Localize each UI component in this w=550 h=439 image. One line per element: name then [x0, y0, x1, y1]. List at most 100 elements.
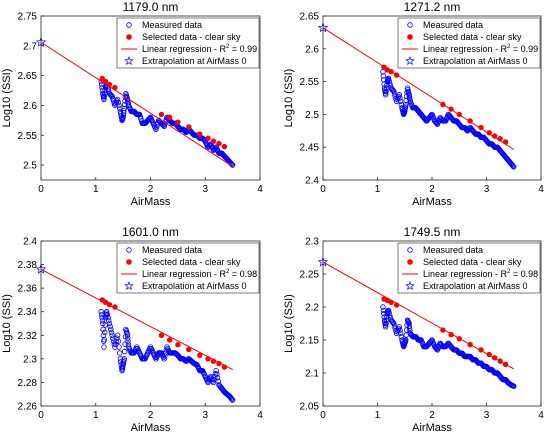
x-tick-label: 2	[148, 184, 154, 195]
legend-label: Extrapolation at AirMass 0	[423, 56, 528, 66]
measured-point	[107, 91, 113, 97]
legend-box	[116, 17, 260, 69]
legend-label-main: Linear regression - R	[142, 44, 227, 54]
x-tick-label: 4	[257, 184, 263, 195]
extrapolation-star	[317, 256, 329, 267]
y-tick-label: 2.25	[300, 270, 320, 281]
measured-point	[416, 109, 422, 115]
legend-label: Linear regression - R2 = 0.98	[142, 269, 257, 279]
legend-label: Extrapolation at AirMass 0	[142, 281, 247, 291]
measured-point	[162, 353, 168, 359]
measured-point	[146, 116, 152, 122]
measured-point	[397, 327, 403, 333]
legend-label-main: Linear regression - R	[142, 269, 227, 279]
selected-point	[106, 301, 113, 308]
measured-point	[163, 347, 169, 353]
legend-label-sup: 2	[226, 269, 230, 275]
selected-point	[221, 364, 228, 370]
legend-label: Extrapolation at AirMass 0	[142, 56, 247, 66]
x-axis-label: AirMass	[412, 196, 452, 208]
selected-point	[102, 78, 109, 85]
legend: Measured data Selected data - clear sky Li…	[397, 242, 541, 294]
measured-point	[387, 312, 393, 318]
selected-point	[197, 352, 203, 359]
x-tick-label: 2	[429, 410, 435, 421]
measured-point	[181, 127, 187, 133]
selected-point	[491, 133, 498, 139]
measured-point	[387, 315, 394, 321]
measured-point	[160, 354, 167, 361]
measured-point	[210, 378, 216, 384]
measured-point	[99, 317, 106, 324]
measured-point	[390, 319, 396, 326]
measured-point	[384, 82, 390, 88]
measured-point	[112, 341, 119, 347]
measured-point	[125, 338, 131, 344]
measured-point	[213, 367, 219, 374]
legend-marker-extrapolation	[124, 56, 134, 66]
y-axis-label: Log10 (SSI)	[283, 69, 295, 128]
selected-point	[448, 106, 454, 112]
selected-point	[186, 124, 192, 130]
measured-point	[454, 119, 460, 125]
legend-label: Linear regression - R2 = 0.99	[142, 44, 257, 54]
selected-point	[456, 111, 462, 118]
x-tick-label: 4	[538, 184, 544, 195]
measured-point	[446, 112, 452, 118]
selected-point	[478, 124, 484, 131]
measured-point	[391, 91, 398, 97]
measured-point	[432, 119, 439, 125]
selected-point	[102, 299, 109, 305]
legend-marker-measured	[126, 22, 132, 28]
measured-point	[446, 341, 452, 347]
measured-point	[389, 319, 396, 325]
selected-point	[221, 143, 228, 150]
legend-label: Measured data	[423, 245, 483, 255]
measured-point	[118, 359, 124, 365]
y-tick-label: 2.6	[23, 101, 37, 112]
regression-line	[40, 41, 233, 167]
extrapolation-star	[317, 22, 329, 33]
selected-point	[99, 75, 106, 82]
measured-point	[407, 96, 413, 103]
measured-point	[509, 162, 516, 168]
extrapolation-star	[35, 263, 47, 274]
measured-point	[389, 318, 395, 324]
measured-point	[406, 323, 413, 329]
measured-point	[406, 90, 412, 96]
measured-point	[506, 158, 512, 164]
measured-point	[205, 143, 212, 150]
measured-point	[101, 344, 107, 350]
x-tick-label: 0	[38, 184, 44, 195]
measured-point	[116, 102, 122, 109]
legend: Measured data Selected data - clear sky Li…	[116, 242, 260, 294]
x-tick-label: 1	[375, 410, 381, 421]
subplot-3: 1601.0 nm 0 1 2 3 4 2.26 2.28 2.3 2.32 2.34 2.36 2.3…	[1, 225, 263, 434]
selected-point	[440, 101, 446, 108]
selected-point	[467, 118, 473, 124]
measured-point	[114, 335, 120, 341]
y-axis-label: Log10 (SSI)	[1, 69, 13, 128]
selected-point	[393, 72, 400, 78]
measured-point	[383, 317, 390, 323]
legend-label-main: Linear regression - R	[423, 44, 508, 54]
measured-point	[387, 82, 394, 89]
selected-point	[112, 304, 118, 310]
legend-label: Measured data	[423, 20, 483, 30]
y-tick-label: 2.65	[300, 12, 320, 23]
y-tick-label: 2.3	[23, 354, 37, 365]
measured-point	[105, 314, 111, 321]
measured-point	[108, 93, 115, 99]
measured-point	[108, 329, 115, 336]
measured-point	[212, 145, 218, 152]
y-tick-label: 2.26	[18, 402, 38, 413]
measured-point	[406, 325, 413, 332]
measured-point	[443, 343, 450, 349]
selected-point	[440, 327, 446, 333]
measured-point	[214, 375, 221, 381]
extrapolation-star	[35, 36, 47, 47]
measured-point	[110, 335, 116, 341]
y-axis-label: Log10 (SSI)	[283, 294, 295, 353]
y-tick-label: 2.4	[23, 237, 37, 248]
selected-point	[166, 337, 173, 343]
